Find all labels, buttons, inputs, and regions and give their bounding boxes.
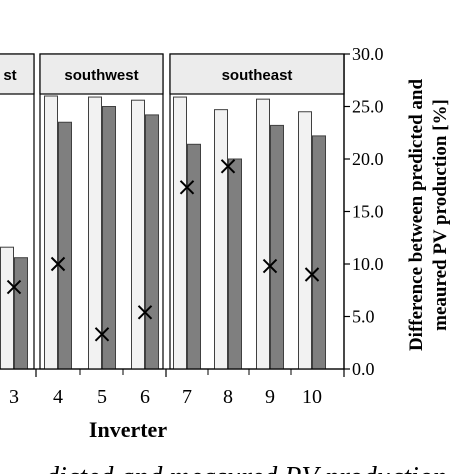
panel-label: st: [3, 67, 16, 84]
x-tick-label: 9: [265, 386, 275, 408]
bar-measured: [228, 158, 242, 370]
bar-predicted: [298, 111, 312, 370]
bar-predicted: [131, 99, 145, 370]
x-marker: [179, 180, 195, 195]
bar-measured: [270, 124, 284, 370]
bar-measured: [14, 257, 28, 370]
y-tick-label: 10.0: [352, 254, 384, 274]
bars: [0, 95, 326, 370]
x-tick-label: 5: [97, 386, 107, 408]
y-tick-label: 15.0: [352, 202, 384, 222]
bar-measured: [145, 114, 159, 370]
x-tick-label: 8: [223, 386, 233, 408]
panel-label: southwest: [64, 67, 138, 84]
y-tick-label: 25.0: [352, 97, 384, 117]
y-axis-label-line-2: meaured PV production [%]: [430, 99, 451, 331]
x-marker: [50, 256, 66, 272]
y-axis-label-line-1: Difference between predicted and: [406, 79, 427, 352]
x-tick-label: 7: [182, 386, 192, 408]
panel-header: [39, 53, 164, 95]
x-marker: [220, 159, 236, 174]
bar-predicted: [44, 95, 58, 370]
panel-header: [169, 53, 345, 95]
bar-predicted: [214, 109, 228, 370]
x-tick-label: 4: [53, 386, 63, 408]
y-tick-label: 5.0: [352, 307, 375, 327]
bar-measured: [187, 143, 201, 370]
bar-predicted: [0, 246, 14, 370]
x-markers: [6, 159, 320, 342]
x-tick-label: 3: [9, 386, 19, 408]
bar-measured: [312, 135, 326, 370]
x-marker: [6, 279, 22, 295]
y-tick-label: 20.0: [352, 149, 384, 169]
bar-predicted: [256, 98, 270, 370]
bar-predicted: [88, 96, 102, 370]
x-marker: [262, 258, 278, 274]
y-tick-label: 0.0: [352, 359, 375, 379]
panel-header: [0, 53, 35, 95]
x-marker: [94, 327, 110, 342]
y-tick-label: 30.0: [352, 44, 384, 64]
x-marker: [304, 267, 320, 282]
axes: 0.0 5.0 10.0 15.0 20.0 25.0 30.0 3 4 5 6 7 8 9 10: [0, 44, 384, 408]
x-axis-label: Inverter: [89, 417, 167, 442]
bar-predicted: [173, 96, 187, 370]
x-tick-label: 10: [302, 386, 322, 408]
caption-fragment: dicted and measured PV production: [45, 462, 447, 474]
bar-measured: [58, 121, 72, 370]
bar-measured: [102, 106, 116, 370]
panel-label: southeast: [222, 67, 293, 84]
x-tick-label: 6: [140, 386, 150, 408]
x-marker: [137, 305, 153, 320]
